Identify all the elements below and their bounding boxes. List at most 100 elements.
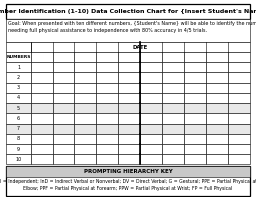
FancyBboxPatch shape bbox=[53, 93, 74, 103]
FancyBboxPatch shape bbox=[6, 52, 31, 62]
FancyBboxPatch shape bbox=[96, 134, 118, 144]
FancyBboxPatch shape bbox=[96, 52, 118, 62]
FancyBboxPatch shape bbox=[206, 93, 228, 103]
FancyBboxPatch shape bbox=[6, 166, 250, 177]
FancyBboxPatch shape bbox=[118, 113, 140, 124]
FancyBboxPatch shape bbox=[53, 113, 74, 124]
FancyBboxPatch shape bbox=[206, 83, 228, 93]
FancyBboxPatch shape bbox=[118, 72, 140, 83]
Text: 5: 5 bbox=[17, 106, 20, 111]
FancyBboxPatch shape bbox=[184, 83, 206, 93]
FancyBboxPatch shape bbox=[206, 113, 228, 124]
FancyBboxPatch shape bbox=[74, 83, 96, 93]
Text: 9: 9 bbox=[17, 147, 20, 152]
FancyBboxPatch shape bbox=[162, 134, 184, 144]
FancyBboxPatch shape bbox=[53, 62, 74, 72]
FancyBboxPatch shape bbox=[184, 93, 206, 103]
FancyBboxPatch shape bbox=[206, 144, 228, 154]
FancyBboxPatch shape bbox=[74, 144, 96, 154]
FancyBboxPatch shape bbox=[140, 113, 162, 124]
FancyBboxPatch shape bbox=[228, 124, 250, 134]
FancyBboxPatch shape bbox=[96, 124, 118, 134]
FancyBboxPatch shape bbox=[140, 134, 162, 144]
FancyBboxPatch shape bbox=[206, 154, 228, 164]
FancyBboxPatch shape bbox=[140, 144, 162, 154]
Text: Goal: When presented with ten different numbers, {Student's Name} will be able t: Goal: When presented with ten different … bbox=[8, 21, 256, 33]
FancyBboxPatch shape bbox=[140, 103, 162, 113]
FancyBboxPatch shape bbox=[118, 134, 140, 144]
Text: DATE: DATE bbox=[133, 45, 148, 50]
FancyBboxPatch shape bbox=[74, 62, 96, 72]
FancyBboxPatch shape bbox=[53, 124, 74, 134]
FancyBboxPatch shape bbox=[228, 113, 250, 124]
FancyBboxPatch shape bbox=[96, 103, 118, 113]
FancyBboxPatch shape bbox=[184, 52, 206, 62]
FancyBboxPatch shape bbox=[162, 124, 184, 134]
FancyBboxPatch shape bbox=[118, 52, 140, 62]
FancyBboxPatch shape bbox=[6, 134, 31, 144]
Text: PROMPTING HIERARCHY KEY: PROMPTING HIERARCHY KEY bbox=[84, 169, 172, 174]
FancyBboxPatch shape bbox=[31, 154, 53, 164]
FancyBboxPatch shape bbox=[140, 154, 162, 164]
Text: 3: 3 bbox=[17, 85, 20, 90]
FancyBboxPatch shape bbox=[31, 52, 53, 62]
FancyBboxPatch shape bbox=[118, 154, 140, 164]
FancyBboxPatch shape bbox=[184, 113, 206, 124]
FancyBboxPatch shape bbox=[206, 62, 228, 72]
FancyBboxPatch shape bbox=[228, 62, 250, 72]
FancyBboxPatch shape bbox=[53, 134, 74, 144]
FancyBboxPatch shape bbox=[96, 154, 118, 164]
FancyBboxPatch shape bbox=[228, 103, 250, 113]
FancyBboxPatch shape bbox=[206, 134, 228, 144]
FancyBboxPatch shape bbox=[228, 154, 250, 164]
FancyBboxPatch shape bbox=[118, 103, 140, 113]
FancyBboxPatch shape bbox=[206, 103, 228, 113]
FancyBboxPatch shape bbox=[140, 83, 162, 93]
FancyBboxPatch shape bbox=[184, 72, 206, 83]
FancyBboxPatch shape bbox=[162, 144, 184, 154]
FancyBboxPatch shape bbox=[6, 154, 31, 164]
FancyBboxPatch shape bbox=[31, 62, 53, 72]
FancyBboxPatch shape bbox=[74, 134, 96, 144]
FancyBboxPatch shape bbox=[162, 103, 184, 113]
FancyBboxPatch shape bbox=[162, 113, 184, 124]
FancyBboxPatch shape bbox=[74, 124, 96, 134]
FancyBboxPatch shape bbox=[53, 144, 74, 154]
FancyBboxPatch shape bbox=[162, 83, 184, 93]
FancyBboxPatch shape bbox=[118, 124, 140, 134]
Text: 1: 1 bbox=[17, 65, 20, 70]
FancyBboxPatch shape bbox=[6, 103, 31, 113]
FancyBboxPatch shape bbox=[6, 19, 250, 42]
FancyBboxPatch shape bbox=[162, 62, 184, 72]
FancyBboxPatch shape bbox=[184, 134, 206, 144]
FancyBboxPatch shape bbox=[74, 154, 96, 164]
FancyBboxPatch shape bbox=[118, 144, 140, 154]
Text: 2: 2 bbox=[17, 75, 20, 80]
FancyBboxPatch shape bbox=[31, 113, 53, 124]
FancyBboxPatch shape bbox=[118, 62, 140, 72]
FancyBboxPatch shape bbox=[118, 93, 140, 103]
FancyBboxPatch shape bbox=[206, 52, 228, 62]
FancyBboxPatch shape bbox=[184, 124, 206, 134]
FancyBboxPatch shape bbox=[74, 113, 96, 124]
FancyBboxPatch shape bbox=[140, 52, 162, 62]
Text: NUMBERS: NUMBERS bbox=[6, 55, 31, 59]
FancyBboxPatch shape bbox=[53, 103, 74, 113]
FancyBboxPatch shape bbox=[31, 42, 250, 52]
Text: 6: 6 bbox=[17, 116, 20, 121]
FancyBboxPatch shape bbox=[31, 144, 53, 154]
FancyBboxPatch shape bbox=[53, 72, 74, 83]
FancyBboxPatch shape bbox=[53, 83, 74, 93]
FancyBboxPatch shape bbox=[206, 124, 228, 134]
FancyBboxPatch shape bbox=[96, 144, 118, 154]
FancyBboxPatch shape bbox=[53, 52, 74, 62]
FancyBboxPatch shape bbox=[96, 72, 118, 83]
FancyBboxPatch shape bbox=[31, 72, 53, 83]
FancyBboxPatch shape bbox=[162, 154, 184, 164]
FancyBboxPatch shape bbox=[74, 72, 96, 83]
FancyBboxPatch shape bbox=[184, 62, 206, 72]
FancyBboxPatch shape bbox=[96, 113, 118, 124]
FancyBboxPatch shape bbox=[184, 144, 206, 154]
FancyBboxPatch shape bbox=[206, 72, 228, 83]
FancyBboxPatch shape bbox=[228, 144, 250, 154]
